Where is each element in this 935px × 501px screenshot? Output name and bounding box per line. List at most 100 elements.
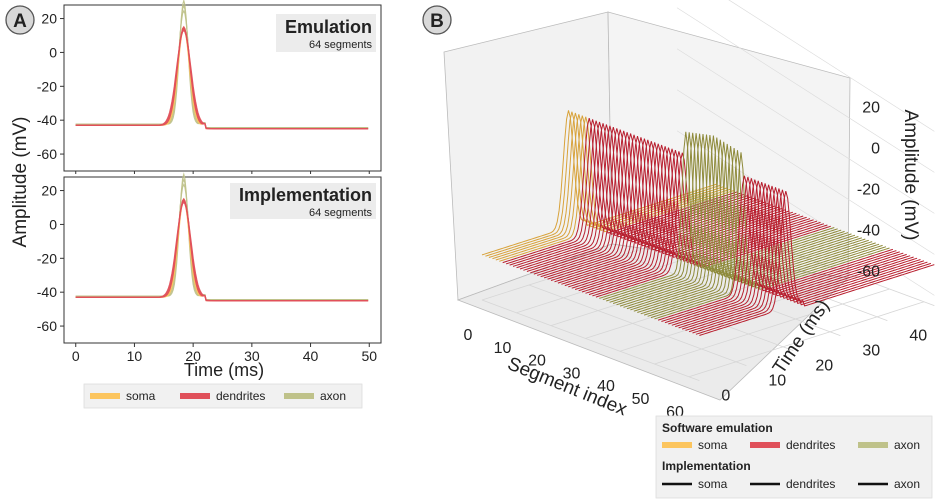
legend-b-impl-dendrites: dendrites — [786, 477, 835, 491]
implementation-title-box — [230, 183, 376, 219]
segment-trace — [668, 179, 904, 325]
waterfall-3d-plot: 010203040506001020304050200-20-40-60 Seg… — [443, 0, 935, 421]
segment-trace — [619, 134, 856, 307]
segment-trace — [623, 135, 859, 308]
svg-text:A: A — [13, 11, 27, 32]
segment-trace — [681, 184, 918, 330]
segment-trace — [661, 176, 897, 322]
wall-gridline — [676, 89, 935, 255]
xtick-label: 20 — [185, 348, 201, 364]
implementation-title: Implementation — [239, 185, 372, 205]
implementation-plot: 20 0 -20 -40 -60 0 10 20 30 40 50 Implementation 6… — [37, 172, 382, 364]
legend-b-impl-axon: axon — [894, 477, 920, 491]
segment-trace — [664, 178, 900, 324]
legend-b-software-title: Software emulation — [662, 421, 773, 435]
ytick-label: 20 — [41, 183, 57, 199]
legend-b-axon-swatch — [858, 442, 888, 448]
xtick-label: 50 — [361, 348, 377, 364]
legend-b-impl-soma: soma — [698, 477, 728, 491]
segment-trace — [699, 190, 935, 336]
time-tick-label: 10 — [768, 373, 786, 390]
emulation-plot: 20 0 -20 -40 -60 Emulation 64 segments — [37, 0, 382, 174]
legend-b: Software emulation soma dendrites axon I… — [655, 415, 933, 499]
ytick-label: 0 — [49, 216, 57, 232]
ytick-label: -60 — [37, 318, 57, 334]
waterfall-ticks: 010203040506001020304050200-20-40-60 — [464, 99, 928, 420]
segment-trace — [685, 185, 921, 331]
time-tick-label: 0 — [721, 388, 730, 405]
amplitude-tick-label: -20 — [857, 181, 880, 198]
floor-gridline — [654, 288, 890, 365]
legend-b-dendrites-swatch — [750, 442, 780, 448]
implementation-axis-ticks: 20 0 -20 -40 -60 0 10 20 30 40 50 — [37, 183, 377, 364]
segment-trace — [692, 188, 928, 334]
segment-trace — [633, 139, 869, 312]
xtick-label: 30 — [244, 348, 260, 364]
waterfall-traces — [481, 110, 935, 336]
legend-a-dendrites: dendrites — [216, 389, 265, 403]
panel-label-a: A — [5, 5, 35, 35]
legend-b-implementation-title: Implementation — [662, 459, 751, 473]
floor-gridline — [716, 224, 935, 307]
implementation-subtitle: 64 segments — [309, 207, 372, 219]
floor-gridline — [622, 254, 841, 337]
amplitude-tick-label: 0 — [871, 140, 880, 157]
ytick-label: 20 — [41, 11, 57, 27]
panel-a-xlabel: Time (ms) — [184, 360, 264, 380]
wall-gridline — [728, 0, 935, 132]
segment-trace — [675, 181, 911, 328]
legend-a-soma: soma — [126, 389, 156, 403]
time-tick-label: 20 — [815, 358, 833, 375]
floor-gridline — [688, 301, 925, 378]
xtick-label: 10 — [127, 348, 143, 364]
legend-a-dendrites-swatch — [180, 393, 210, 399]
amplitude-tick-label: 20 — [862, 99, 880, 116]
emulation-axis-ticks: 20 0 -20 -40 -60 — [37, 11, 370, 174]
segment-trace — [626, 135, 863, 310]
segment-trace — [630, 137, 866, 311]
ytick-label: -60 — [37, 146, 57, 162]
segment-tick-label: 50 — [632, 391, 650, 408]
legend-b-dendrites: dendrites — [786, 438, 835, 452]
segment-trace — [671, 180, 907, 326]
legend-a-axon: axon — [320, 389, 346, 403]
legend-a-soma-swatch — [90, 393, 120, 399]
emulation-title-box — [276, 14, 376, 52]
ytick-label: -20 — [37, 78, 57, 94]
amplitude-tick-label: -60 — [857, 263, 880, 280]
segment-trace — [647, 148, 883, 317]
segment-trace — [650, 150, 887, 319]
axon-trace — [75, 183, 369, 301]
ytick-label: -20 — [37, 250, 57, 266]
time-tick-label: 40 — [909, 328, 927, 345]
segment-tick-label: 10 — [494, 340, 512, 357]
dendrites-trace — [75, 201, 369, 302]
emulation-title: Emulation — [285, 17, 372, 37]
svg-text:B: B — [430, 11, 444, 32]
xtick-label: 40 — [303, 348, 319, 364]
emulation-series — [75, 0, 369, 130]
time-tick-label: 30 — [862, 343, 880, 360]
floor-gridline — [575, 269, 794, 352]
xtick-label: 0 — [72, 348, 80, 364]
ytick-label: -40 — [37, 112, 57, 128]
panel-a-ylabel: Amplitude (mV) — [10, 117, 31, 248]
segment-tick-label: 20 — [528, 353, 546, 370]
wall-gridline — [676, 130, 935, 296]
legend-b-soma-swatch — [662, 442, 692, 448]
legend-b-soma: soma — [698, 438, 728, 452]
implementation-series — [75, 172, 369, 302]
legend-b-axon: axon — [894, 438, 920, 452]
amplitude-axis-label: Amplitude (mV) — [900, 110, 921, 241]
floor-gridline — [481, 299, 700, 382]
ytick-label: 0 — [49, 44, 57, 60]
panel-label-b: B — [422, 5, 452, 35]
amplitude-tick-label: -40 — [857, 222, 880, 239]
segment-trace — [643, 145, 880, 316]
segment-trace — [678, 183, 914, 329]
floor-gridline — [528, 284, 747, 367]
legend-a-axon-swatch — [284, 393, 314, 399]
segment-tick-label: 0 — [464, 327, 473, 344]
axon-trace — [75, 9, 369, 129]
